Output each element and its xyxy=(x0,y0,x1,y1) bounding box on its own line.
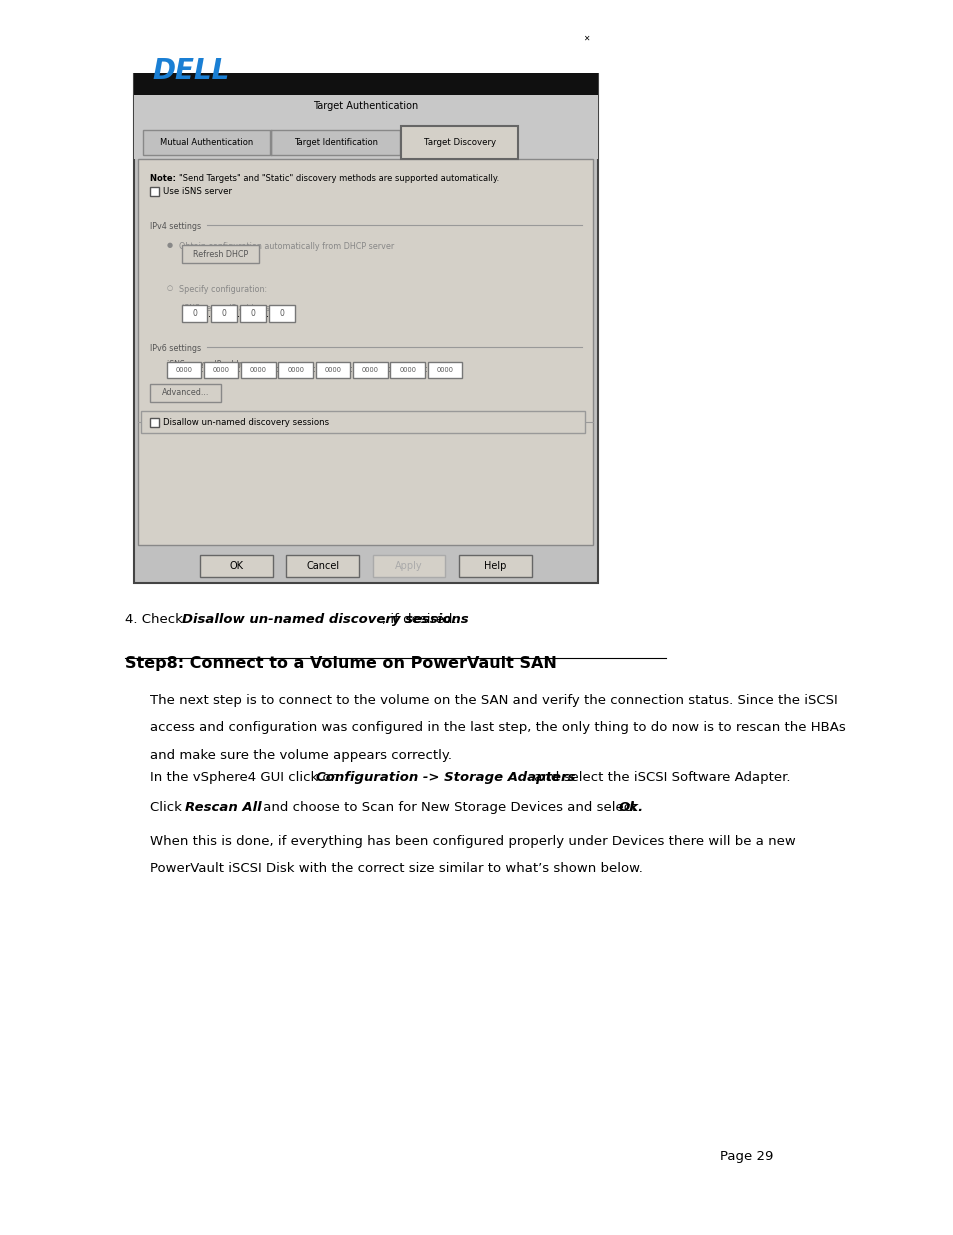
Text: Refresh DHCP: Refresh DHCP xyxy=(193,249,248,259)
FancyBboxPatch shape xyxy=(401,126,517,159)
Text: :: : xyxy=(275,366,278,374)
Text: iSNS server IP address:: iSNS server IP address: xyxy=(167,359,256,369)
Text: ○: ○ xyxy=(167,285,172,291)
Text: Apply: Apply xyxy=(395,561,422,571)
Text: IPv4 settings: IPv4 settings xyxy=(150,221,201,231)
Text: Disallow un-named discovery sessions: Disallow un-named discovery sessions xyxy=(163,419,329,427)
Text: .: . xyxy=(266,309,269,319)
Text: IPv6 settings: IPv6 settings xyxy=(150,343,201,352)
FancyBboxPatch shape xyxy=(143,130,270,156)
Text: ✕: ✕ xyxy=(582,33,589,42)
Text: 0: 0 xyxy=(193,309,197,319)
Text: Page 29: Page 29 xyxy=(720,1150,773,1162)
Text: iSNS server IP address:: iSNS server IP address: xyxy=(182,304,273,312)
Text: Target Authentication: Target Authentication xyxy=(313,101,418,111)
FancyBboxPatch shape xyxy=(211,305,236,322)
Text: :: : xyxy=(350,366,353,374)
FancyBboxPatch shape xyxy=(167,362,201,378)
Text: 4. Check: 4. Check xyxy=(125,613,187,626)
Text: "Send Targets" and "Static" discovery methods are supported automatically.: "Send Targets" and "Static" discovery me… xyxy=(179,174,499,183)
Text: Click: Click xyxy=(150,802,186,814)
FancyBboxPatch shape xyxy=(133,48,598,95)
Text: Mutual Authentication: Mutual Authentication xyxy=(160,138,253,147)
FancyBboxPatch shape xyxy=(199,555,273,577)
FancyBboxPatch shape xyxy=(578,30,594,46)
Text: 0000: 0000 xyxy=(361,367,378,373)
Text: Obtain configuration automatically from DHCP server: Obtain configuration automatically from … xyxy=(179,242,395,251)
FancyBboxPatch shape xyxy=(133,95,598,159)
Text: :: : xyxy=(201,366,204,374)
Text: 0: 0 xyxy=(279,309,284,319)
Text: 0000: 0000 xyxy=(175,367,193,373)
FancyBboxPatch shape xyxy=(390,362,424,378)
Text: PowerVault iSCSI Disk with the correct size similar to what’s shown below.: PowerVault iSCSI Disk with the correct s… xyxy=(150,862,642,876)
Text: :: : xyxy=(238,366,241,374)
Text: Ok.: Ok. xyxy=(618,802,643,814)
Text: ●: ● xyxy=(167,242,172,248)
FancyBboxPatch shape xyxy=(182,305,207,322)
FancyBboxPatch shape xyxy=(373,555,445,577)
FancyBboxPatch shape xyxy=(150,384,221,401)
Text: OK: OK xyxy=(229,561,243,571)
Text: Use iSNS server: Use iSNS server xyxy=(163,188,232,196)
FancyBboxPatch shape xyxy=(278,362,313,378)
FancyBboxPatch shape xyxy=(315,362,350,378)
FancyBboxPatch shape xyxy=(286,555,358,577)
Text: and choose to Scan for New Storage Devices and select: and choose to Scan for New Storage Devic… xyxy=(259,802,640,814)
Text: 0000: 0000 xyxy=(324,367,341,373)
Text: :: : xyxy=(313,366,315,374)
Text: access and configuration was configured in the last step, the only thing to do n: access and configuration was configured … xyxy=(150,721,845,735)
Text: Specify configuration:: Specify configuration: xyxy=(179,285,267,294)
Text: 0: 0 xyxy=(251,309,255,319)
FancyBboxPatch shape xyxy=(458,555,532,577)
Text: Note:: Note: xyxy=(150,174,179,183)
Text: Disallow un-named discovery sessions: Disallow un-named discovery sessions xyxy=(182,613,468,626)
FancyBboxPatch shape xyxy=(133,28,598,48)
Text: 0000: 0000 xyxy=(287,367,304,373)
Text: When this is done, if everything has been configured properly under Devices ther: When this is done, if everything has bee… xyxy=(150,835,795,848)
Text: , if desired.: , if desired. xyxy=(382,613,456,626)
Text: Help: Help xyxy=(484,561,506,571)
Text: 0000: 0000 xyxy=(250,367,267,373)
FancyBboxPatch shape xyxy=(182,246,259,263)
FancyBboxPatch shape xyxy=(150,186,159,196)
Text: 0000: 0000 xyxy=(213,367,230,373)
Text: 🖥: 🖥 xyxy=(142,33,147,42)
Text: Target Discovery: Target Discovery xyxy=(423,138,496,147)
Text: The next step is to connect to the volume on the SAN and verify the connection s: The next step is to connect to the volum… xyxy=(150,694,837,706)
Text: :: : xyxy=(424,366,427,374)
FancyBboxPatch shape xyxy=(133,28,598,583)
Text: 0000: 0000 xyxy=(436,367,453,373)
Text: .: . xyxy=(236,309,239,319)
Text: Advanced...: Advanced... xyxy=(162,388,209,398)
FancyBboxPatch shape xyxy=(271,130,400,156)
FancyBboxPatch shape xyxy=(150,419,159,427)
Text: and make sure the volume appears correctly.: and make sure the volume appears correct… xyxy=(150,748,452,762)
Text: .: . xyxy=(208,309,211,319)
FancyBboxPatch shape xyxy=(427,362,462,378)
FancyBboxPatch shape xyxy=(204,362,238,378)
Text: Target Identification: Target Identification xyxy=(294,138,377,147)
FancyBboxPatch shape xyxy=(241,362,275,378)
Text: Configuration -> Storage Adapters: Configuration -> Storage Adapters xyxy=(315,772,575,784)
Text: Cancel: Cancel xyxy=(306,561,339,571)
FancyBboxPatch shape xyxy=(240,305,266,322)
Text: Step8: Connect to a Volume on PowerVault SAN: Step8: Connect to a Volume on PowerVault… xyxy=(125,656,556,671)
FancyBboxPatch shape xyxy=(353,362,387,378)
Text: STIBA_4 - Manage iSCSI Settings: STIBA_4 - Manage iSCSI Settings xyxy=(153,32,313,43)
Text: 0: 0 xyxy=(221,309,226,319)
Text: 0000: 0000 xyxy=(398,367,416,373)
FancyBboxPatch shape xyxy=(138,159,593,545)
FancyBboxPatch shape xyxy=(269,305,294,322)
Text: Rescan All: Rescan All xyxy=(185,802,261,814)
FancyBboxPatch shape xyxy=(141,411,584,432)
Text: :: : xyxy=(387,366,390,374)
Text: DELL: DELL xyxy=(152,58,229,85)
Text: and select the iSCSI Software Adapter.: and select the iSCSI Software Adapter. xyxy=(529,772,789,784)
Text: In the vSphere4 GUI click on: In the vSphere4 GUI click on xyxy=(150,772,343,784)
